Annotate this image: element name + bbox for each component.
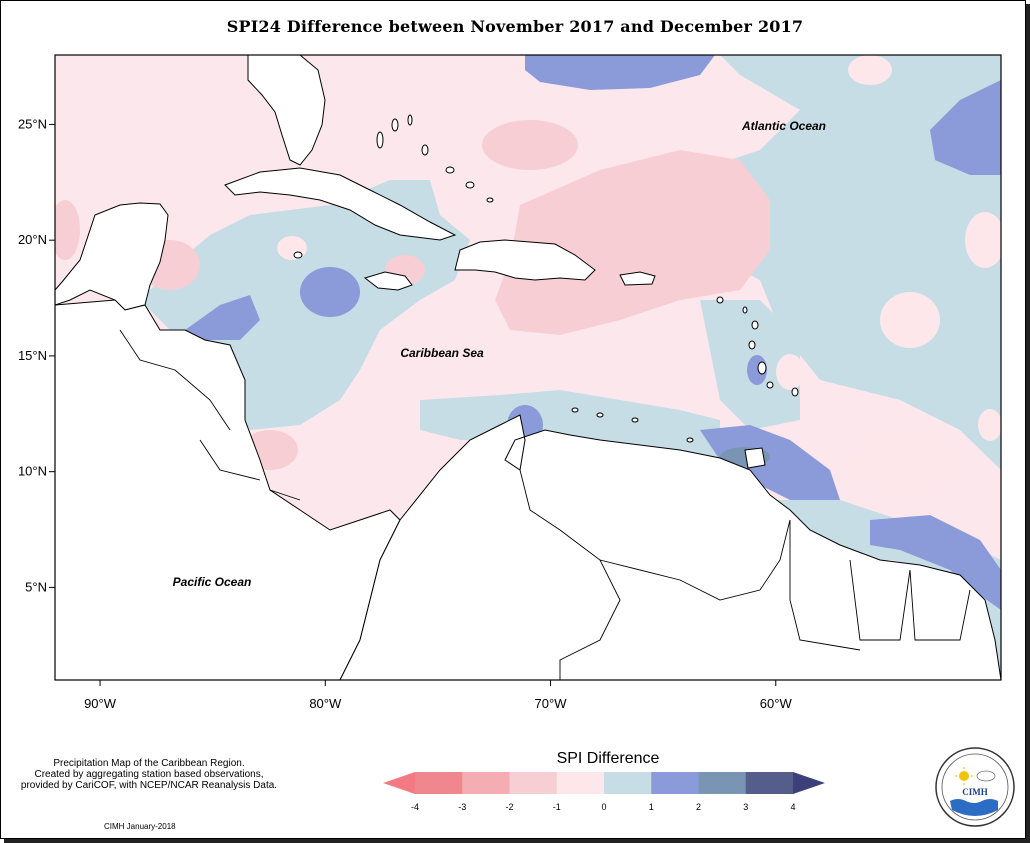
waves-icon [950, 799, 998, 816]
spi-zone-faint-pink [776, 354, 804, 390]
spi-zone-blue [525, 55, 715, 90]
spi-zone-blue [700, 425, 840, 500]
y-tick-label: 15°N [18, 348, 47, 363]
land-mexico [55, 202, 169, 311]
land-puerto-rico [619, 271, 656, 286]
y-tick-label: 10°N [18, 464, 47, 479]
legend-low-arrow [383, 772, 415, 794]
spi-zone-blue [870, 515, 1001, 610]
info-line: Created by aggregating station based obs… [34, 769, 264, 780]
spi-legend: -4 -3 -2 -1 0 1 2 3 4 [383, 772, 825, 812]
y-tick-label: 20°N [18, 232, 47, 247]
x-axis: 90°W 80°W 70°W 60°W [84, 680, 792, 711]
legend-high-arrow [793, 772, 825, 794]
logo-text: CIMH [962, 787, 988, 797]
legend-tick-label: 2 [696, 802, 701, 812]
legend-swatch [651, 772, 699, 794]
spi-zone-faint-pink [850, 438, 960, 488]
label-caribbean-sea: Caribbean Sea [400, 346, 484, 360]
legend-tick-label: -3 [458, 802, 466, 812]
land-jamaica [363, 271, 413, 291]
spi-zone-faint-pink [880, 292, 940, 348]
legend-tick-label: 3 [743, 802, 748, 812]
land-south-america [339, 414, 1001, 680]
legend-swatch [462, 772, 510, 794]
legend-swatch [698, 772, 747, 794]
country-borders [119, 329, 971, 680]
cloud-icon [976, 770, 996, 782]
land-cuba [224, 167, 457, 241]
land-florida [247, 55, 326, 166]
legend-tick-label: -1 [553, 802, 561, 812]
legend-tick-label: -2 [505, 802, 513, 812]
legend-swatch [604, 772, 652, 794]
land-trinidad [744, 447, 766, 469]
legend-tick-label: 4 [790, 802, 795, 812]
spi-zone-faint-pink [978, 409, 1001, 441]
x-tick-label: 80°W [309, 696, 342, 711]
small-islands [293, 114, 799, 443]
map-title: SPI24 Difference between November 2017 a… [226, 17, 804, 36]
spi-zone-blue [300, 267, 360, 317]
map-plot-area: Atlantic Ocean Caribbean Sea Pacific Oce… [55, 55, 1001, 680]
y-axis: 25°N 20°N 15°N 10°N 5°N [18, 116, 55, 594]
land-masses [55, 55, 1001, 680]
y-tick-label: 5°N [25, 579, 47, 594]
legend-tick-label: -4 [411, 802, 419, 812]
sun-icon [959, 771, 969, 781]
map-border [54, 54, 1002, 681]
legend-swatch [745, 772, 794, 794]
credit-text: CIMH January-2018 [104, 822, 176, 831]
legend-tick-label: 1 [649, 802, 654, 812]
spi-zone-pink [495, 150, 770, 335]
spi-zone-blue [185, 295, 260, 340]
spi-zone-pink [55, 200, 80, 260]
spi-zone-blue [930, 80, 1001, 175]
spi-zone-pink [482, 120, 578, 170]
label-pacific-ocean: Pacific Ocean [173, 575, 252, 589]
land-hispaniola [454, 239, 596, 281]
spi-zone-faint-pink [848, 55, 892, 85]
info-line: Precipitation Map of the Caribbean Regio… [53, 758, 245, 769]
legend-title: SPI Difference [556, 750, 660, 767]
cimh-logo: CIMH [935, 747, 1015, 827]
x-tick-label: 60°W [760, 696, 793, 711]
spi-zone-light-blue [600, 55, 1001, 470]
spi-zone-faint-pink [965, 212, 1001, 268]
legend-swatch [415, 772, 463, 794]
y-tick-label: 25°N [18, 116, 47, 131]
x-tick-label: 90°W [84, 696, 117, 711]
legend-tick-label: 0 [601, 802, 606, 812]
label-atlantic-ocean: Atlantic Ocean [741, 119, 826, 133]
info-line: provided by CariCOF, with NCEP/NCAR Rean… [20, 780, 278, 791]
legend-swatch [556, 772, 605, 794]
spi-zone-faint-pink [277, 236, 307, 260]
x-tick-label: 70°W [535, 696, 568, 711]
info-text: Precipitation Map of the Caribbean Regio… [6, 758, 292, 791]
legend-swatch [509, 772, 558, 794]
